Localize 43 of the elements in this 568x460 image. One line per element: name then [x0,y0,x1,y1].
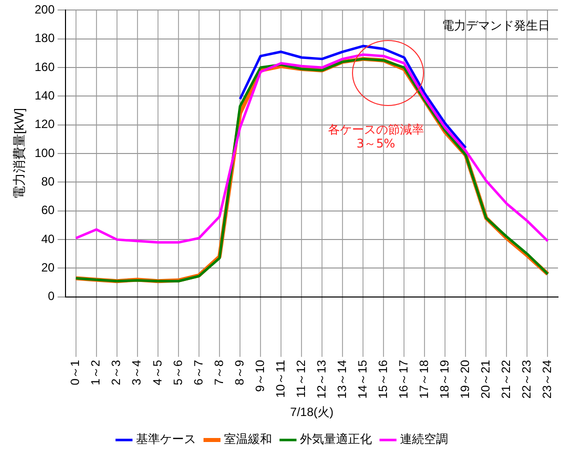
x-tick-label: 5～6 [170,360,185,386]
y-tick-label: 60 [41,203,55,218]
y-tick-label: 80 [41,174,55,189]
y-tick-label: 100 [34,146,55,160]
annotation: 電力デマンド発生日 [442,18,550,32]
x-tick-label: 7～8 [212,360,226,386]
x-tick-label: 13～14 [334,360,349,399]
y-axis-title: 電力消費量[kW] [11,108,26,200]
x-tick-label: 19～20 [458,360,472,399]
x-tick-label: 14～15 [355,360,370,399]
x-tick-label: 8～9 [232,360,246,386]
x-tick-label: 21～22 [499,360,514,399]
legend-label: 室温緩和 [224,432,272,446]
y-tick-label: 180 [34,31,55,46]
x-tick-label: 4～5 [150,360,164,386]
y-tick-label: 160 [34,60,55,74]
x-tick-label: 17～18 [416,360,431,399]
x-axis-title: 7/18(火) [290,405,334,420]
y-tick-label: 200 [34,2,55,17]
legend-label: 基準ケース [136,432,196,446]
x-tick-label: 16～17 [396,360,410,399]
x-tick-label: 9～10 [252,360,267,392]
x-tick-label: 3～4 [130,360,144,386]
x-tick-label: 2～3 [109,360,124,386]
x-tick-label: 22～23 [520,360,534,399]
x-tick-label: 0～1 [68,360,82,386]
x-tick-label: 15～16 [376,360,390,399]
y-tick-label: 140 [34,88,55,103]
x-tick-label: 10～11 [273,360,288,398]
legend-label: 外気量適正化 [300,432,372,446]
x-tick-label: 12～13 [314,360,328,399]
x-tick-label: 18～19 [437,360,452,399]
legend-label: 連続空調 [400,432,448,446]
x-tick-label: 6～7 [191,360,206,386]
y-tick-label: 20 [41,260,55,275]
annotation: 各ケースの節減率 3～5% [328,122,424,151]
x-tick-label: 20～21 [478,360,493,399]
x-tick-label: 11～12 [294,360,308,398]
y-tick-label: 0 [48,289,55,304]
x-tick-label: 23～24 [540,360,554,399]
y-tick-label: 40 [41,232,55,246]
y-tick-label: 120 [34,117,55,132]
x-tick-label: 1～2 [88,360,103,386]
